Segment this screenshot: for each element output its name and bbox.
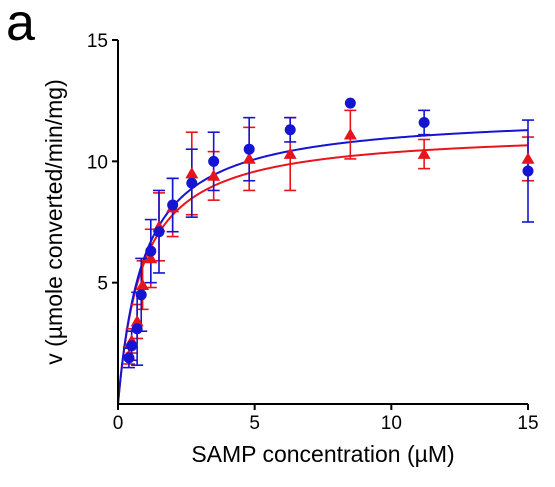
- y-tick-label: 15: [87, 31, 108, 52]
- data-point-circle: [145, 245, 157, 257]
- x-tick-label: 10: [381, 413, 402, 434]
- data-point-triangle: [207, 169, 221, 181]
- data-point-triangle: [521, 152, 535, 164]
- axes: [117, 40, 528, 405]
- data-point-circle: [186, 177, 198, 189]
- y-tick-label: 10: [87, 152, 108, 173]
- panel-label: a: [6, 0, 35, 52]
- error-bars: [122, 109, 534, 369]
- data-points: [122, 97, 535, 364]
- data-point-triangle: [136, 278, 150, 290]
- data-point-circle: [418, 117, 430, 129]
- fit-curve-red: [117, 144, 529, 405]
- data-point-circle: [135, 289, 147, 301]
- data-point-circle: [123, 352, 135, 364]
- data-point-triangle: [417, 147, 431, 159]
- x-axis-label: SAMP concentration (µM): [191, 441, 454, 467]
- data-point-triangle: [283, 147, 297, 159]
- data-point-circle: [131, 323, 143, 335]
- x-tick-label: 15: [517, 413, 538, 434]
- fit-curves: [117, 129, 529, 405]
- y-tick-label: 5: [97, 274, 108, 295]
- data-point-circle: [522, 165, 534, 177]
- data-point-circle: [344, 97, 356, 109]
- data-point-triangle: [130, 314, 144, 327]
- axis-ticks: 0 5 10 15 5 10 15: [87, 31, 539, 434]
- x-tick-label: 5: [249, 413, 260, 434]
- data-point-circle: [243, 143, 255, 155]
- data-point-circle: [167, 199, 179, 211]
- data-point-circle: [153, 226, 165, 238]
- x-tick-label: 0: [113, 413, 124, 434]
- data-point-circle: [126, 340, 138, 352]
- data-point-triangle: [343, 128, 357, 140]
- data-point-circle: [284, 124, 296, 136]
- data-point-triangle: [185, 166, 199, 179]
- data-point-triangle: [242, 152, 256, 164]
- y-axis-label: v (µmole converted/min/mg): [41, 79, 67, 365]
- data-point-circle: [208, 155, 220, 167]
- data-point-triangle: [144, 251, 158, 264]
- fit-curve-blue: [117, 129, 529, 405]
